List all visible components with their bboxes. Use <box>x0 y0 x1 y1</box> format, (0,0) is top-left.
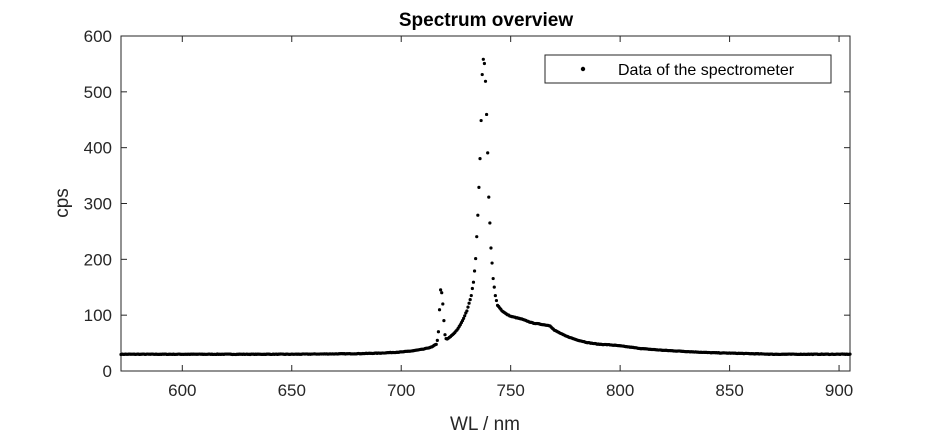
data-point <box>475 235 479 239</box>
legend: Data of the spectrometer <box>544 54 832 84</box>
data-point <box>471 280 476 284</box>
legend-marker <box>580 66 586 72</box>
y-axis-ticks: 0 100 200 300 400 500 600 <box>84 27 850 381</box>
data-point <box>469 293 473 298</box>
data-point <box>468 298 472 302</box>
data-point <box>466 305 470 309</box>
plot-area <box>120 35 851 372</box>
y-tick-label: 500 <box>84 83 112 102</box>
y-axis-label: cps <box>52 188 73 218</box>
data-point <box>483 79 488 83</box>
x-tick-label: 850 <box>715 381 743 400</box>
y-tick-label: 0 <box>103 362 112 381</box>
data-point <box>435 338 439 343</box>
data-point <box>487 195 491 199</box>
data-point <box>484 112 489 117</box>
data-series-points <box>119 57 852 357</box>
data-point <box>481 57 485 61</box>
x-tick-label: 600 <box>168 381 196 400</box>
data-point <box>465 309 469 313</box>
data-point <box>478 157 482 161</box>
data-point <box>463 314 467 318</box>
data-point <box>443 333 447 337</box>
data-point <box>480 72 484 77</box>
data-point <box>479 118 483 123</box>
data-point <box>462 316 466 321</box>
y-tick-label: 100 <box>84 306 112 325</box>
data-point <box>436 330 441 334</box>
x-axis-ticks: 600 650 700 750 800 850 900 <box>168 36 853 400</box>
data-point <box>434 342 438 346</box>
data-point <box>474 256 478 261</box>
y-tick-label: 400 <box>84 139 112 158</box>
x-tick-label: 900 <box>825 381 853 400</box>
chart-title: Spectrum overview <box>399 10 573 31</box>
x-axis-label: WL / nm <box>450 414 520 435</box>
x-tick-label: 700 <box>387 381 415 400</box>
y-tick-label: 300 <box>84 195 112 214</box>
legend-box <box>544 54 832 84</box>
data-point <box>494 298 499 303</box>
data-point <box>490 261 494 265</box>
data-point <box>440 291 444 295</box>
data-point <box>442 319 446 323</box>
data-point <box>477 185 481 189</box>
data-point <box>441 302 445 306</box>
data-point <box>848 352 852 356</box>
y-tick-label: 200 <box>84 250 112 269</box>
data-point <box>491 276 495 281</box>
x-tick-label: 800 <box>606 381 634 400</box>
y-tick-label: 600 <box>84 27 112 46</box>
data-point <box>492 285 496 289</box>
data-point <box>486 151 490 155</box>
data-point <box>489 246 493 250</box>
data-point <box>470 286 474 291</box>
legend-entry-label: Data of the spectrometer <box>618 62 795 79</box>
data-point <box>493 293 497 298</box>
x-tick-label: 750 <box>496 381 524 400</box>
data-point <box>482 61 487 66</box>
data-point <box>467 301 471 305</box>
data-point <box>476 213 480 217</box>
data-point <box>488 221 492 225</box>
x-tick-label: 650 <box>278 381 306 400</box>
data-point <box>439 288 443 292</box>
data-point <box>437 308 442 312</box>
data-point <box>472 269 477 273</box>
